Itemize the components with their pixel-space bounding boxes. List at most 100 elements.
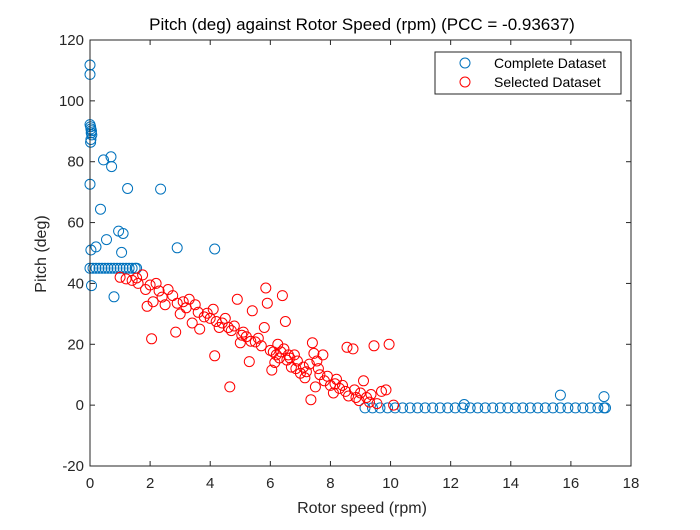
x-tick-label: 4 bbox=[206, 475, 214, 492]
data-point bbox=[87, 262, 99, 274]
data-point bbox=[334, 382, 345, 394]
data-point bbox=[144, 279, 156, 291]
plot-area bbox=[89, 39, 632, 467]
data-point bbox=[311, 355, 323, 367]
data-point bbox=[300, 366, 312, 378]
data-point bbox=[554, 402, 566, 414]
data-point bbox=[358, 375, 369, 387]
legend-label-selected: Selected Dataset bbox=[494, 74, 601, 90]
x-tick-label: 10 bbox=[382, 475, 399, 492]
y-tick-label: -20 bbox=[62, 458, 84, 475]
data-point bbox=[101, 234, 112, 246]
data-point bbox=[472, 402, 484, 414]
data-point bbox=[153, 285, 165, 297]
data-point bbox=[389, 402, 401, 414]
data-point bbox=[189, 299, 201, 311]
data-point bbox=[102, 262, 114, 274]
data-point bbox=[86, 129, 98, 141]
data-point bbox=[382, 402, 394, 414]
data-point bbox=[404, 402, 416, 414]
x-axis-label: Rotor speed (rpm) bbox=[297, 500, 427, 517]
legend-marker-selected bbox=[459, 76, 471, 88]
data-point bbox=[365, 389, 377, 400]
data-point bbox=[464, 402, 476, 414]
data-point bbox=[210, 316, 222, 327]
data-point bbox=[317, 349, 329, 361]
y-tick-label: 20 bbox=[67, 336, 84, 353]
data-point bbox=[99, 262, 111, 274]
y-tick-label: 40 bbox=[67, 275, 84, 292]
data-point bbox=[120, 273, 132, 285]
data-point bbox=[312, 363, 324, 375]
x-tick-label: 12 bbox=[442, 475, 459, 492]
data-point bbox=[279, 316, 291, 327]
data-point bbox=[171, 242, 183, 254]
data-point bbox=[434, 402, 446, 414]
data-point bbox=[198, 311, 210, 323]
data-point bbox=[96, 262, 108, 274]
data-point bbox=[194, 323, 206, 335]
data-point bbox=[228, 320, 240, 332]
x-tick-label: 16 bbox=[563, 475, 580, 492]
data-point bbox=[171, 297, 183, 309]
data-point bbox=[114, 262, 126, 274]
data-point bbox=[524, 402, 536, 414]
y-tick-label: 60 bbox=[67, 215, 84, 232]
data-point bbox=[353, 395, 365, 407]
data-point bbox=[502, 402, 514, 414]
data-point bbox=[90, 262, 102, 274]
data-point bbox=[126, 262, 138, 274]
data-point bbox=[554, 389, 566, 401]
data-point bbox=[303, 358, 315, 370]
data-point bbox=[371, 398, 383, 410]
data-point bbox=[343, 390, 354, 402]
data-point bbox=[577, 402, 589, 414]
data-point bbox=[368, 340, 380, 352]
data-point bbox=[156, 291, 168, 303]
data-point bbox=[306, 337, 318, 349]
data-point bbox=[117, 228, 129, 239]
data-point bbox=[517, 402, 529, 414]
data-point bbox=[85, 136, 97, 148]
data-point bbox=[246, 305, 258, 317]
y-tick-label: 80 bbox=[67, 154, 84, 171]
data-point bbox=[105, 262, 117, 274]
data-point bbox=[266, 364, 278, 376]
data-point bbox=[291, 355, 303, 367]
x-tick-label: 18 bbox=[623, 475, 640, 492]
data-point bbox=[98, 154, 109, 166]
data-point bbox=[209, 350, 221, 362]
data-point bbox=[252, 332, 264, 344]
data-point bbox=[116, 246, 128, 258]
data-point bbox=[285, 361, 297, 373]
data-point bbox=[150, 277, 162, 289]
data-point bbox=[380, 384, 392, 396]
data-point bbox=[114, 271, 126, 283]
legend-marker-complete bbox=[459, 57, 471, 69]
data-point bbox=[90, 241, 102, 253]
data-point bbox=[209, 243, 221, 255]
data-point bbox=[108, 291, 120, 303]
data-point bbox=[309, 381, 321, 393]
data-point bbox=[562, 402, 574, 414]
data-point bbox=[177, 296, 189, 308]
data-point bbox=[364, 396, 375, 408]
data-point bbox=[131, 272, 143, 284]
data-point bbox=[337, 379, 348, 391]
data-point bbox=[170, 326, 182, 338]
data-point bbox=[93, 262, 105, 274]
data-point bbox=[261, 297, 273, 309]
data-point bbox=[234, 337, 246, 349]
data-point bbox=[155, 183, 167, 195]
data-point bbox=[245, 335, 257, 347]
x-tick-label: 0 bbox=[86, 475, 94, 492]
data-point bbox=[222, 322, 234, 333]
data-point bbox=[159, 299, 171, 311]
data-point bbox=[427, 402, 439, 414]
series-complete-dataset bbox=[84, 59, 611, 414]
data-point bbox=[258, 322, 270, 333]
data-point bbox=[592, 402, 604, 414]
data-point bbox=[308, 347, 320, 359]
